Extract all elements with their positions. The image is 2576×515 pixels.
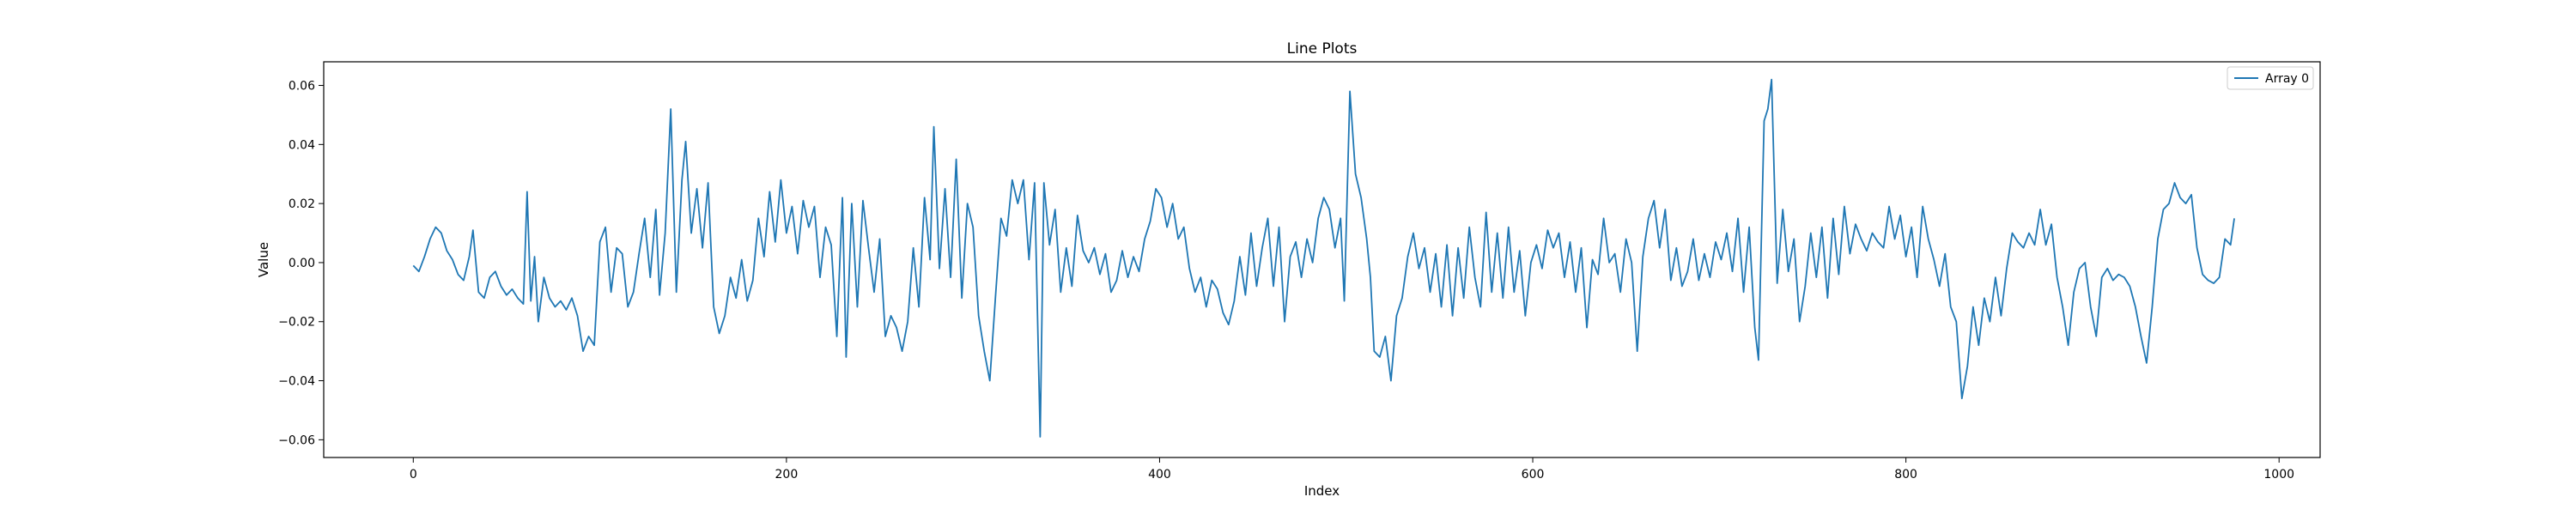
plot-area	[323, 61, 2321, 458]
x-tick-label: 800	[1894, 468, 1917, 482]
x-tick-label: 600	[1522, 468, 1545, 482]
legend-label: Array 0	[2265, 72, 2309, 86]
legend-box	[2227, 66, 2314, 90]
x-tick-label: 400	[1148, 468, 1171, 482]
plot-frame	[323, 61, 2321, 458]
x-tick-label: 200	[775, 468, 799, 482]
y-axis-label: Value	[256, 242, 271, 277]
x-axis-label: Index	[1304, 483, 1340, 499]
x-tick-label: 0	[410, 468, 417, 482]
x-axis: 0 200 400 600 800 1000	[410, 457, 2294, 482]
y-tick-label: 0.00	[289, 257, 315, 270]
y-tick-label: −0.02	[278, 316, 315, 330]
legend: Array 0	[2227, 66, 2314, 90]
y-tick-label: 0.02	[289, 197, 315, 211]
y-tick-label: 0.06	[289, 80, 315, 94]
y-axis: −0.06 −0.04 −0.02 0.00 0.02 0.04 0.06	[278, 80, 324, 447]
series-line-0	[412, 78, 2235, 438]
y-tick-label: −0.04	[278, 375, 315, 389]
y-tick-label: 0.04	[289, 138, 315, 152]
chart-title: Line Plots	[1287, 40, 1358, 58]
y-tick-label: −0.06	[278, 433, 315, 447]
x-tick-label: 1000	[2263, 468, 2294, 482]
